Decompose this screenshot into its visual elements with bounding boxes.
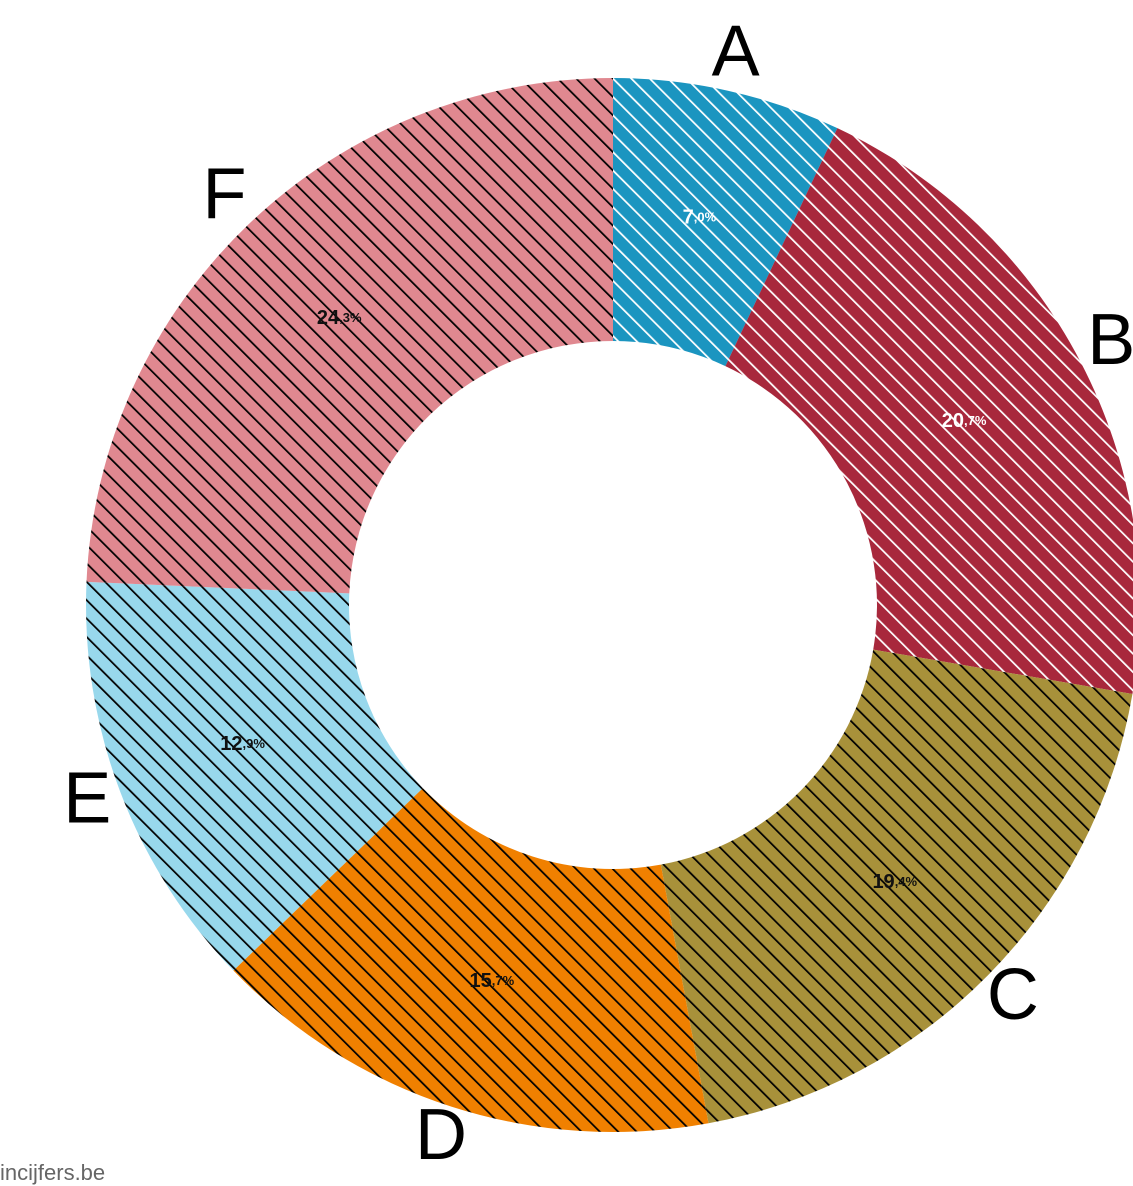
value-label: 20,7% — [942, 410, 987, 432]
category-label: B — [1087, 300, 1133, 380]
donut-slice — [86, 78, 613, 594]
value-label: 24,3% — [317, 307, 362, 329]
category-label: A — [712, 12, 760, 92]
donut-slice — [233, 788, 709, 1132]
category-label: F — [202, 154, 246, 234]
category-label: E — [63, 759, 111, 839]
donut-slice — [85, 581, 423, 971]
value-label: 7,0% — [683, 207, 717, 229]
value-label: 19,4% — [872, 872, 917, 894]
donut-slice — [725, 128, 1133, 694]
category-label: D — [415, 1095, 467, 1175]
category-label: C — [987, 955, 1039, 1035]
donut-slice — [613, 78, 838, 367]
donut-slice — [660, 649, 1133, 1124]
value-label: 15,7% — [469, 970, 514, 992]
value-label: 12,9% — [220, 733, 265, 755]
source: incijfers.be — [0, 1160, 105, 1185]
